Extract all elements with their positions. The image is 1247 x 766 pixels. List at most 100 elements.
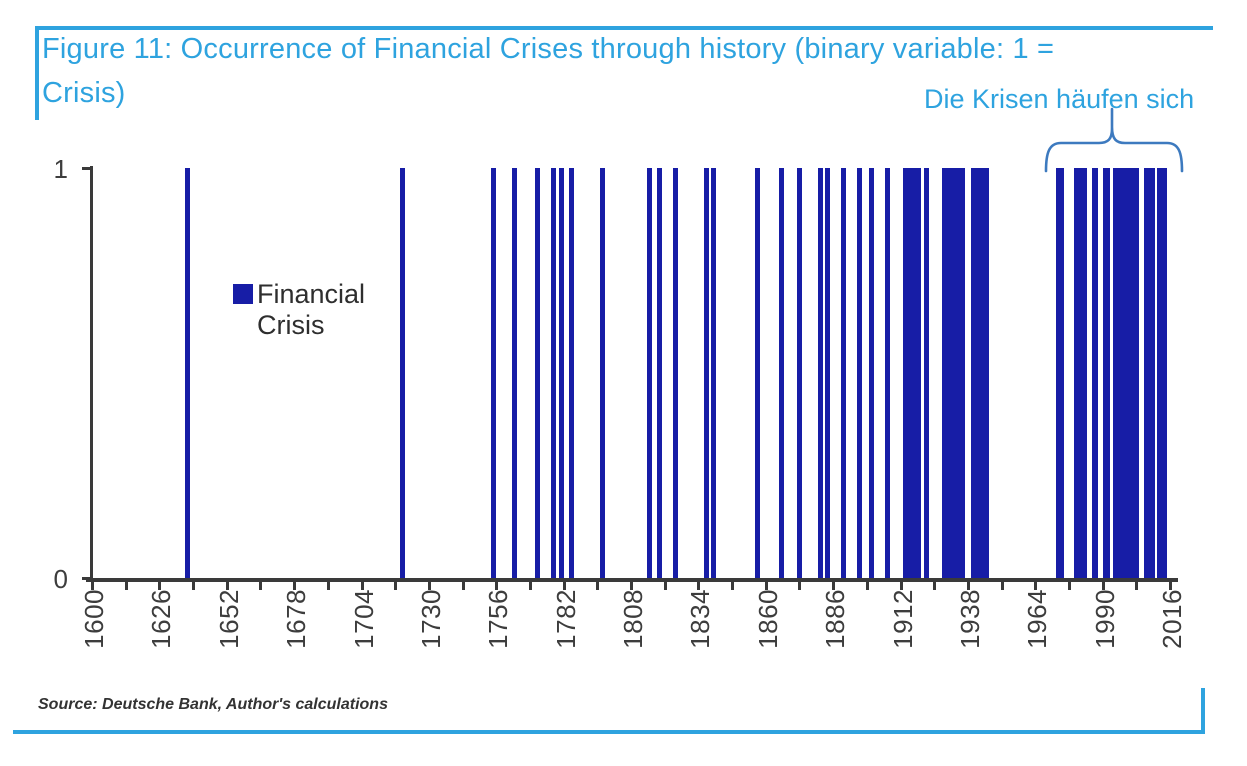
- crisis-bar-1922: [923, 168, 929, 578]
- x-tick-1951: [1000, 581, 1004, 590]
- y-tick-0: [82, 577, 91, 580]
- crisis-bar-1785: [568, 168, 574, 578]
- crisis-bar-1815: [646, 168, 652, 578]
- x-tick-2003: [1135, 581, 1139, 590]
- x-axis-label-1938: 1938: [954, 589, 985, 649]
- x-axis-label-1782: 1782: [550, 589, 581, 649]
- x-tick-1743: [461, 581, 465, 590]
- crisis-bar-1881: [817, 168, 823, 578]
- x-tick-1808: [630, 581, 633, 590]
- crisis-bar-1995: [1113, 168, 1121, 578]
- x-axis-label-1886: 1886: [820, 589, 851, 649]
- x-tick-1756: [495, 581, 499, 590]
- crisis-bar-1907: [885, 168, 891, 578]
- x-tick-1938: [966, 581, 970, 590]
- x-axis-label-1652: 1652: [213, 589, 244, 649]
- x-axis-label-1912: 1912: [887, 589, 918, 649]
- crisis-bar-1901: [869, 168, 875, 578]
- y-axis-label-0: 0: [53, 564, 68, 594]
- legend-label: Financial Crisis: [257, 279, 365, 341]
- x-tick-1873: [798, 581, 802, 590]
- x-axis-label-1808: 1808: [618, 589, 648, 649]
- x-tick-1834: [697, 581, 701, 590]
- figure-border-top-line: [35, 26, 1213, 30]
- figure-border-right-line: [1201, 688, 1205, 734]
- x-axis-line: [86, 578, 1178, 582]
- crisis-bar-2012: [1157, 168, 1168, 578]
- legend-swatch-financial-crisis: [233, 284, 253, 304]
- x-tick-1652: [225, 581, 229, 590]
- x-axis-label-1600: 1600: [79, 589, 109, 649]
- crisis-bar-1720: [400, 168, 406, 578]
- crisis-bar-2007: [1144, 168, 1155, 578]
- crisis-bar-1637: [185, 168, 191, 578]
- crisis-bar-1797: [599, 168, 606, 578]
- x-tick-1886: [832, 581, 836, 590]
- x-axis-label-1860: 1860: [752, 589, 783, 649]
- x-axis-label-1756: 1756: [483, 589, 514, 649]
- x-tick-1691: [326, 581, 330, 590]
- x-tick-1665: [259, 581, 263, 590]
- x-tick-1964: [1034, 581, 1038, 590]
- crisis-bar-1973: [1056, 168, 1064, 578]
- figure-border-bottom-line: [13, 730, 1205, 734]
- crisis-bar-1914: [903, 168, 922, 578]
- x-tick-1704: [360, 581, 364, 590]
- x-tick-1847: [731, 581, 735, 590]
- x-tick-1977: [1067, 581, 1071, 590]
- crisis-bar-1857: [755, 168, 761, 578]
- legend-label-line2: Crisis: [257, 310, 325, 340]
- legend-label-line1: Financial: [257, 279, 366, 309]
- crisis-bar-1980: [1074, 168, 1080, 578]
- x-axis-label-1990: 1990: [1089, 589, 1120, 649]
- x-tick-1600: [91, 581, 94, 590]
- crisis-bar-2001: [1128, 168, 1139, 578]
- x-tick-1795: [596, 581, 600, 590]
- x-axis-label-1730: 1730: [415, 589, 446, 649]
- crisis-bar-1890: [840, 168, 846, 578]
- x-axis-label-1704: 1704: [348, 589, 379, 649]
- crisis-bar-1837: [703, 168, 709, 578]
- x-tick-1730: [427, 581, 431, 590]
- x-axis-label-2016: 2016: [1157, 589, 1187, 649]
- x-axis-label-1834: 1834: [685, 589, 716, 649]
- x-tick-1912: [899, 581, 903, 590]
- crisis-bar-1772: [535, 168, 541, 578]
- x-tick-2016: [1169, 581, 1172, 590]
- figure-title-line2: Crisis): [42, 77, 126, 109]
- legend: Financial Crisis: [233, 279, 365, 341]
- crisis-bar-1866: [778, 168, 784, 578]
- crisis-bar-1763: [511, 168, 517, 578]
- x-tick-1860: [764, 581, 768, 590]
- annotation-text: Die Krisen häufen sich: [924, 84, 1195, 114]
- y-axis-line: [90, 166, 93, 581]
- figure-title-line1: Figure 11: Occurrence of Financial Crise…: [42, 33, 1055, 65]
- figure-border-left-line: [35, 26, 39, 120]
- crisis-bar-1778: [550, 168, 556, 578]
- x-tick-1626: [158, 581, 162, 590]
- x-tick-1821: [663, 581, 667, 590]
- crisis-bar-1819: [657, 168, 662, 578]
- x-tick-1899: [865, 581, 869, 590]
- crisis-bar-1755: [491, 168, 497, 578]
- x-axis-label-1964: 1964: [1022, 589, 1053, 649]
- crisis-bar-1998: [1120, 168, 1129, 578]
- crisis-bar-1987: [1092, 168, 1098, 578]
- x-tick-1925: [933, 581, 937, 590]
- crisis-bar-1982: [1079, 168, 1088, 578]
- crisis-bar-1991: [1102, 168, 1111, 578]
- y-axis-label-1: 1: [53, 154, 68, 184]
- x-tick-1990: [1101, 581, 1105, 590]
- crisis-bar-1840: [711, 168, 717, 578]
- crisis-bar-1873: [796, 168, 802, 578]
- crisis-bar-1884: [825, 168, 831, 578]
- x-tick-1769: [528, 581, 532, 590]
- y-tick-1: [82, 167, 91, 170]
- x-tick-1717: [394, 581, 398, 590]
- crisis-bar-1929: [942, 168, 966, 578]
- crisis-bar-1825: [672, 168, 678, 578]
- x-tick-1613: [124, 581, 128, 590]
- x-axis-label-1626: 1626: [146, 589, 177, 649]
- x-tick-1782: [562, 581, 566, 590]
